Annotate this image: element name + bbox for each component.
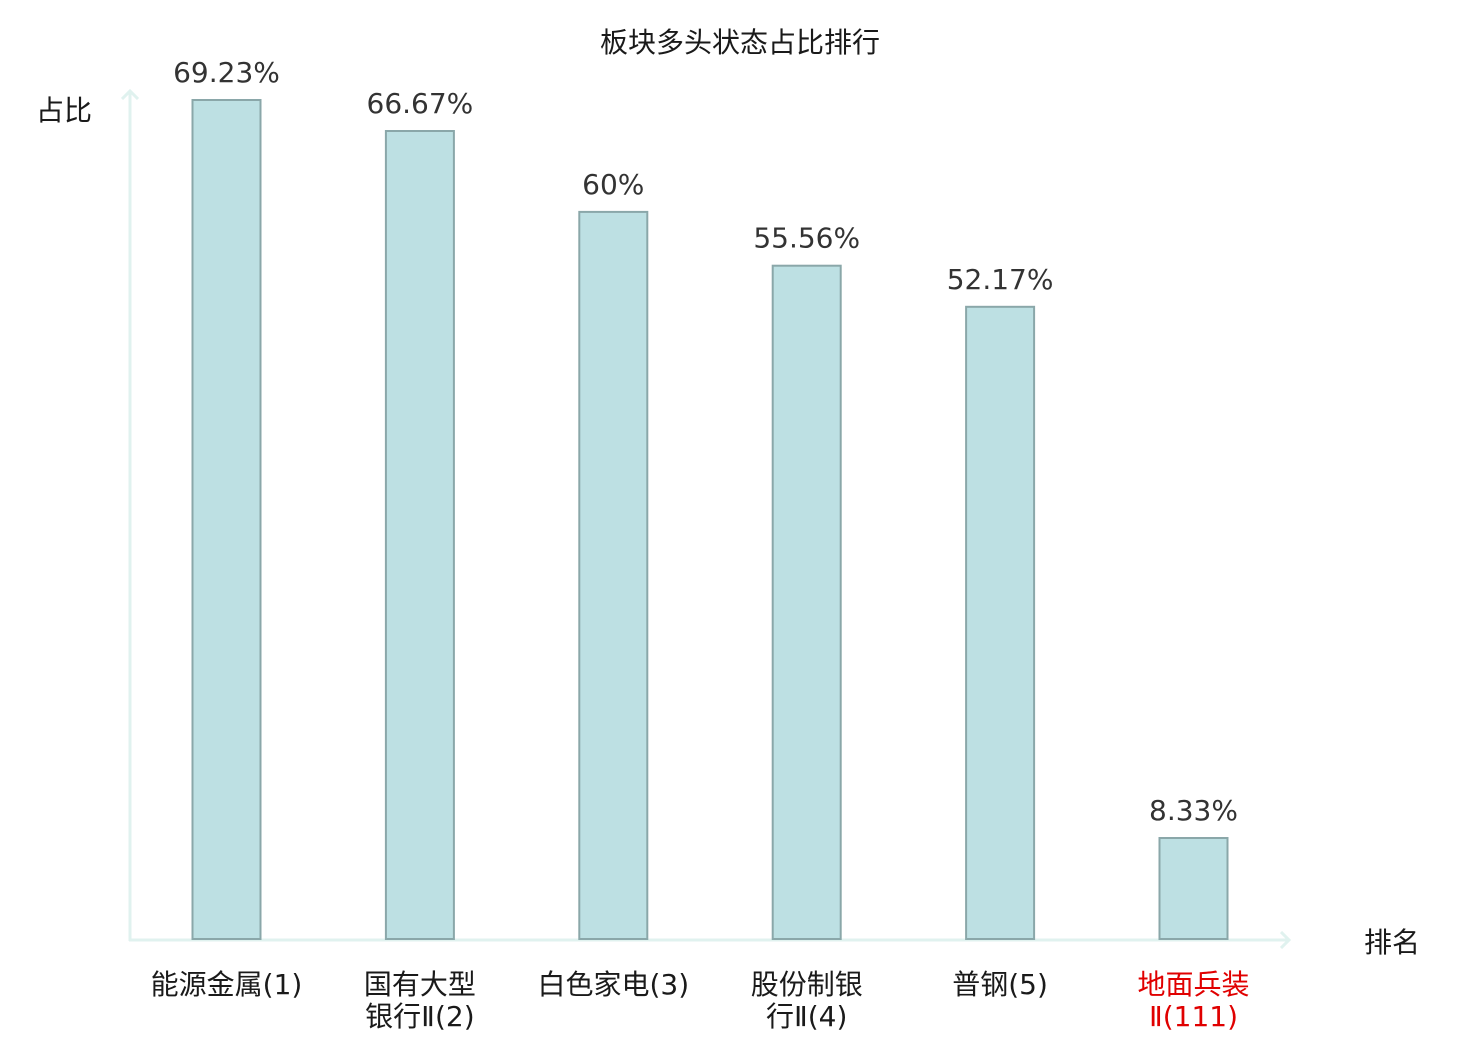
x-tick-label: 国有大型	[364, 968, 476, 1001]
bar-value-label: 66.67%	[367, 87, 474, 120]
x-axis-label: 排名	[1364, 926, 1420, 959]
bars-layer	[191, 99, 1229, 940]
bar	[191, 99, 262, 940]
bar	[965, 305, 1036, 940]
chart-title: 板块多头状态占比排行	[600, 26, 880, 59]
bar	[1158, 837, 1229, 940]
value-labels-layer: 69.23% 66.67% 60% 55.56% 52.17% 8.33%	[173, 56, 1238, 827]
bar	[578, 210, 649, 940]
bar-value-label: 52.17%	[947, 263, 1054, 296]
x-tick-label: 普钢(5)	[952, 968, 1048, 1001]
bar	[384, 130, 455, 940]
bar-value-label: 60%	[582, 168, 644, 201]
bar-value-label: 69.23%	[173, 56, 280, 89]
x-tick-label: Ⅱ(111)	[1149, 1000, 1238, 1033]
y-axis-label: 占比	[36, 94, 92, 127]
x-tick-label: 能源金属(1)	[151, 968, 303, 1001]
x-tick-label: 行Ⅱ(4)	[766, 1000, 847, 1033]
x-tick-label: 地面兵装	[1137, 968, 1249, 1001]
bar	[771, 264, 842, 940]
bar-value-label: 55.56%	[753, 222, 860, 255]
x-tick-label: 白色家电(3)	[537, 968, 689, 1001]
bar-value-label: 8.33%	[1149, 794, 1238, 827]
x-tick-label: 股份制银	[751, 968, 863, 1001]
x-tick-label: 银行Ⅱ(2)	[365, 1000, 474, 1033]
